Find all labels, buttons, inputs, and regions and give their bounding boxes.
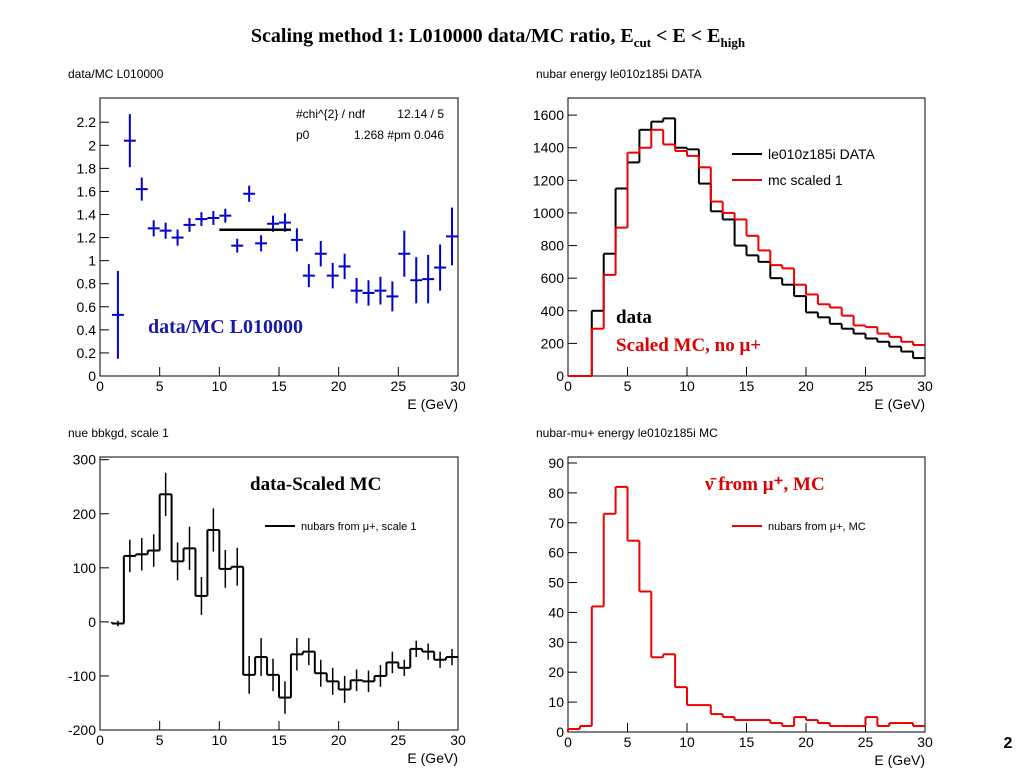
x-axis-label: E (GeV) [874,752,925,768]
x-tick-label: 15 [271,732,287,748]
y-tick-label: 1200 [533,172,564,188]
y-tick-label: 100 [73,560,97,576]
x-tick-label: 25 [858,378,874,394]
y-tick-label: 0 [556,368,564,384]
x-tick-label: 20 [798,378,814,394]
y-tick-label: 800 [541,238,565,254]
x-tick-label: 10 [679,378,695,394]
x-tick-label: 15 [739,734,755,750]
y-tick-label: 400 [541,303,565,319]
y-tick-label: 80 [548,485,564,501]
x-tick-label: 30 [917,378,933,394]
x-tick-label: 30 [450,378,466,394]
chart-title: nubar-mu+ energy le010z185i MC [536,426,718,440]
x-tick-label: 5 [624,378,632,394]
y-tick-label: 0.2 [77,345,97,361]
y-tick-label: 20 [548,664,564,680]
y-tick-label: 2 [88,137,96,153]
x-tick-label: 10 [679,734,695,750]
chart-title: data/MC L010000 [68,67,164,81]
x-tick-label: 15 [271,378,287,394]
slide-title: Scaling method 1: L010000 data/MC ratio,… [251,25,746,50]
y-tick-label: 60 [548,545,564,561]
y-tick-label: 0 [88,614,96,630]
x-tick-label: 10 [212,378,228,394]
legend-label: le010z185i DATA [768,146,876,162]
chart-title: nubar energy le010z185i DATA [536,67,702,81]
x-axis-label: E (GeV) [407,396,458,412]
y-tick-label: 70 [548,515,564,531]
y-tick-label: 90 [548,455,564,471]
x-tick-label: 25 [391,378,407,394]
x-tick-label: 0 [564,378,572,394]
y-tick-label: 1.8 [77,160,97,176]
x-tick-label: 30 [450,732,466,748]
x-tick-label: 0 [564,734,572,750]
x-tick-label: 15 [739,378,755,394]
x-tick-label: 0 [96,732,104,748]
x-tick-label: 30 [917,734,933,750]
y-tick-label: 1600 [533,107,564,123]
annotation: data/MC L010000 [148,316,303,338]
x-tick-label: 25 [858,734,874,750]
y-tick-label: 1.4 [77,207,97,223]
x-tick-label: 0 [96,378,104,394]
title-sub: high [721,35,746,50]
y-tick-label: -100 [68,668,96,684]
title-mid: < E < E [651,25,720,47]
y-tick-label: 40 [548,604,564,620]
y-tick-label: 1.6 [77,183,97,199]
y-tick-label: -200 [68,722,96,738]
annotation: ν̄ from μ⁺, MC [704,474,825,495]
stats-key: p0 [296,128,310,142]
y-tick-label: 200 [73,506,97,522]
stats-key: #chi^{2} / ndf [296,107,366,121]
x-tick-label: 5 [156,732,164,748]
y-tick-label: 0.6 [77,299,97,315]
y-tick-label: 1000 [533,205,564,221]
title-main: Scaling method 1: L010000 data/MC ratio,… [251,25,634,47]
legend-label: nubars from μ+, scale 1 [301,521,416,533]
stats-value: 12.14 / 5 [397,107,444,121]
x-axis-label: E (GeV) [407,750,458,766]
y-tick-label: 0.8 [77,276,97,292]
x-tick-label: 5 [624,734,632,750]
x-tick-label: 25 [391,732,407,748]
x-tick-label: 5 [156,378,164,394]
annotation: Scaled MC, no μ+ [616,335,761,356]
x-tick-label: 20 [331,378,347,394]
chart-title: nue bbkgd, scale 1 [68,426,169,440]
annotation: data [616,307,652,328]
page-number: 2 [1004,735,1013,752]
legend-label: mc scaled 1 [768,172,843,188]
y-tick-label: 600 [541,270,565,286]
x-tick-label: 10 [212,732,228,748]
y-tick-label: 30 [548,634,564,650]
y-tick-label: 50 [548,575,564,591]
y-tick-label: 2.2 [77,114,97,130]
y-tick-label: 1.2 [77,230,97,246]
plot-frame [567,456,926,733]
stats-value: 1.268 #pm 0.046 [354,128,444,142]
legend-label: nubars from μ+, MC [768,521,866,533]
y-tick-label: 0.4 [77,322,97,338]
x-tick-label: 20 [331,732,347,748]
y-tick-label: 300 [73,452,97,468]
y-tick-label: 200 [541,335,565,351]
y-tick-label: 1 [88,253,96,269]
y-tick-label: 1400 [533,140,564,156]
y-tick-label: 0 [88,368,96,384]
y-tick-label: 10 [548,694,564,710]
x-axis-label: E (GeV) [874,396,925,412]
x-tick-label: 20 [798,734,814,750]
y-tick-label: 0 [556,724,564,740]
title-sub: cut [634,35,652,50]
annotation: data-Scaled MC [250,474,381,495]
